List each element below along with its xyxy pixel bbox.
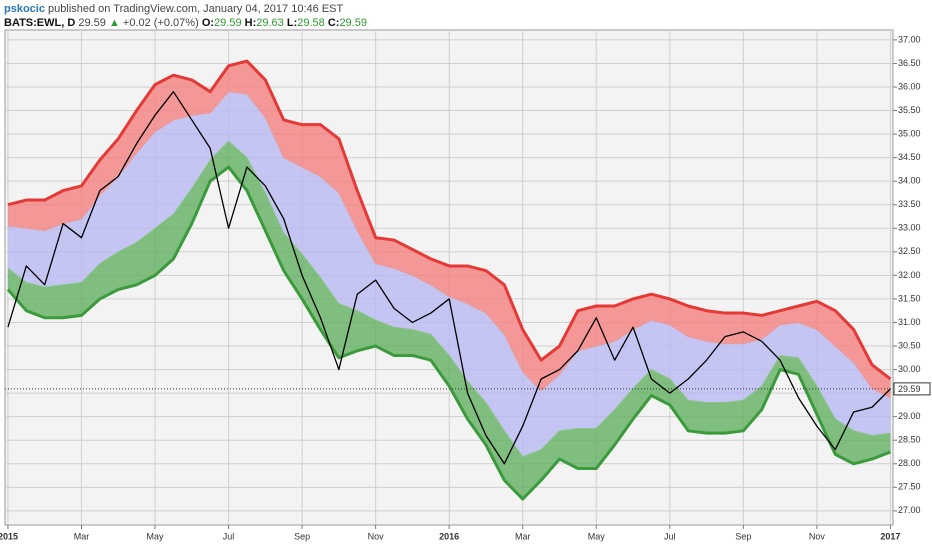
x-tick-label: Sep — [735, 531, 751, 541]
series-line — [7, 59, 892, 381]
y-tick-label: 27.00 — [898, 505, 921, 515]
y-tick-label: 32.50 — [898, 246, 921, 256]
y-tick-label: 36.50 — [898, 58, 921, 68]
last-value-label: 29.59 — [898, 384, 921, 394]
open: 29.59 — [214, 17, 242, 29]
y-tick-label: 29.00 — [898, 411, 921, 421]
y-tick-label: 27.50 — [898, 482, 921, 492]
close: 29.59 — [339, 17, 367, 29]
y-tick-label: 28.50 — [898, 435, 921, 445]
x-tick-label: Mar — [74, 531, 90, 541]
x-tick-label: Nov — [368, 531, 385, 541]
low: 29.58 — [297, 17, 325, 29]
band-fill — [7, 91, 891, 457]
high: 29.63 — [256, 17, 284, 29]
y-tick-label: 30.00 — [898, 364, 921, 374]
high-label: H: — [244, 17, 257, 29]
x-tick-label: Mar — [515, 531, 531, 541]
price: 29.59 — [78, 17, 106, 29]
y-tick-label: 35.50 — [898, 105, 921, 115]
x-tick-label: Jul — [223, 531, 235, 541]
x-tick-label: May — [147, 531, 165, 541]
x-tick-label: 2017 — [880, 531, 900, 541]
y-tick-label: 31.50 — [898, 293, 921, 303]
published: published on TradingView.com, January 04… — [48, 3, 344, 15]
header-line-1: pskocic published on TradingView.com, Ja… — [4, 2, 367, 16]
y-tick-label: 35.00 — [898, 128, 921, 138]
author: pskocic — [4, 3, 45, 15]
y-tick-label: 36.00 — [898, 81, 921, 91]
x-tick-label: May — [588, 531, 606, 541]
x-tick-label: 2015 — [0, 531, 18, 541]
y-tick-label: 31.00 — [898, 317, 921, 327]
x-tick-label: Nov — [809, 531, 826, 541]
y-tick-label: 33.50 — [898, 199, 921, 209]
open-label: O: — [201, 17, 215, 29]
x-tick-label: Sep — [294, 531, 310, 541]
header: pskocic published on TradingView.com, Ja… — [4, 2, 367, 30]
change: +0.02 (+0.07%) — [122, 17, 199, 29]
band-fill — [7, 61, 891, 398]
y-tick-label: 33.00 — [898, 223, 921, 233]
x-tick-label: 2016 — [439, 531, 459, 541]
series-line — [7, 91, 891, 399]
series-line — [7, 140, 891, 458]
series-layer — [6, 59, 892, 501]
low-label: L: — [286, 17, 298, 29]
series-line — [6, 165, 891, 501]
y-tick-label: 34.00 — [898, 176, 921, 186]
y-tick-label: 30.50 — [898, 340, 921, 350]
last-value-box — [893, 382, 931, 396]
y-tick-label: 32.00 — [898, 270, 921, 280]
series-line — [7, 91, 891, 465]
x-tick-label: Jul — [664, 531, 676, 541]
up-arrow: ▲ — [108, 17, 120, 29]
symbol: BATS:EWL, D — [4, 17, 76, 29]
close-label: C: — [327, 17, 340, 29]
y-tick-label: 28.00 — [898, 458, 921, 468]
y-tick-label: 34.50 — [898, 152, 921, 162]
header-line-2: BATS:EWL, D 29.59 ▲ +0.02 (+0.07%) O:29.… — [4, 16, 367, 30]
y-tick-label: 37.00 — [898, 34, 921, 44]
